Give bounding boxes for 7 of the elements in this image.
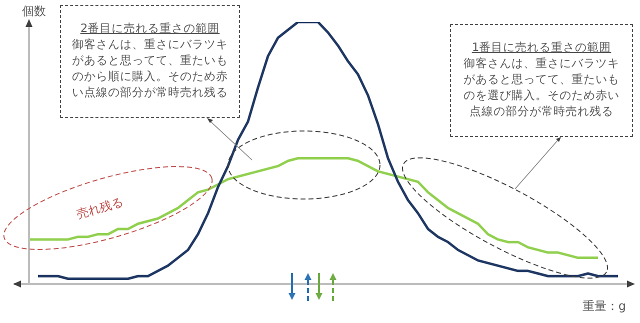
annotation: 売れ残る xyxy=(74,194,126,224)
annotation: 御客さんは、重さにバラツキがあると思ってて、重たいものから順に購入。そのため赤い点線の部分が常時売れ残る xyxy=(71,36,229,100)
annotation: 御客さんは、重さにバラツキがあると思ってて、重たいものを選び購入。そのため赤い点線の部分が常時売れ残る xyxy=(462,55,620,119)
annotation: 2番目に売れる重さの範囲 xyxy=(79,20,221,36)
annotation: 1番目に売れる重さの範囲 xyxy=(470,39,612,55)
x-axis-title: 重量：g xyxy=(582,298,626,315)
y-axis-title: 個数 xyxy=(22,3,46,20)
